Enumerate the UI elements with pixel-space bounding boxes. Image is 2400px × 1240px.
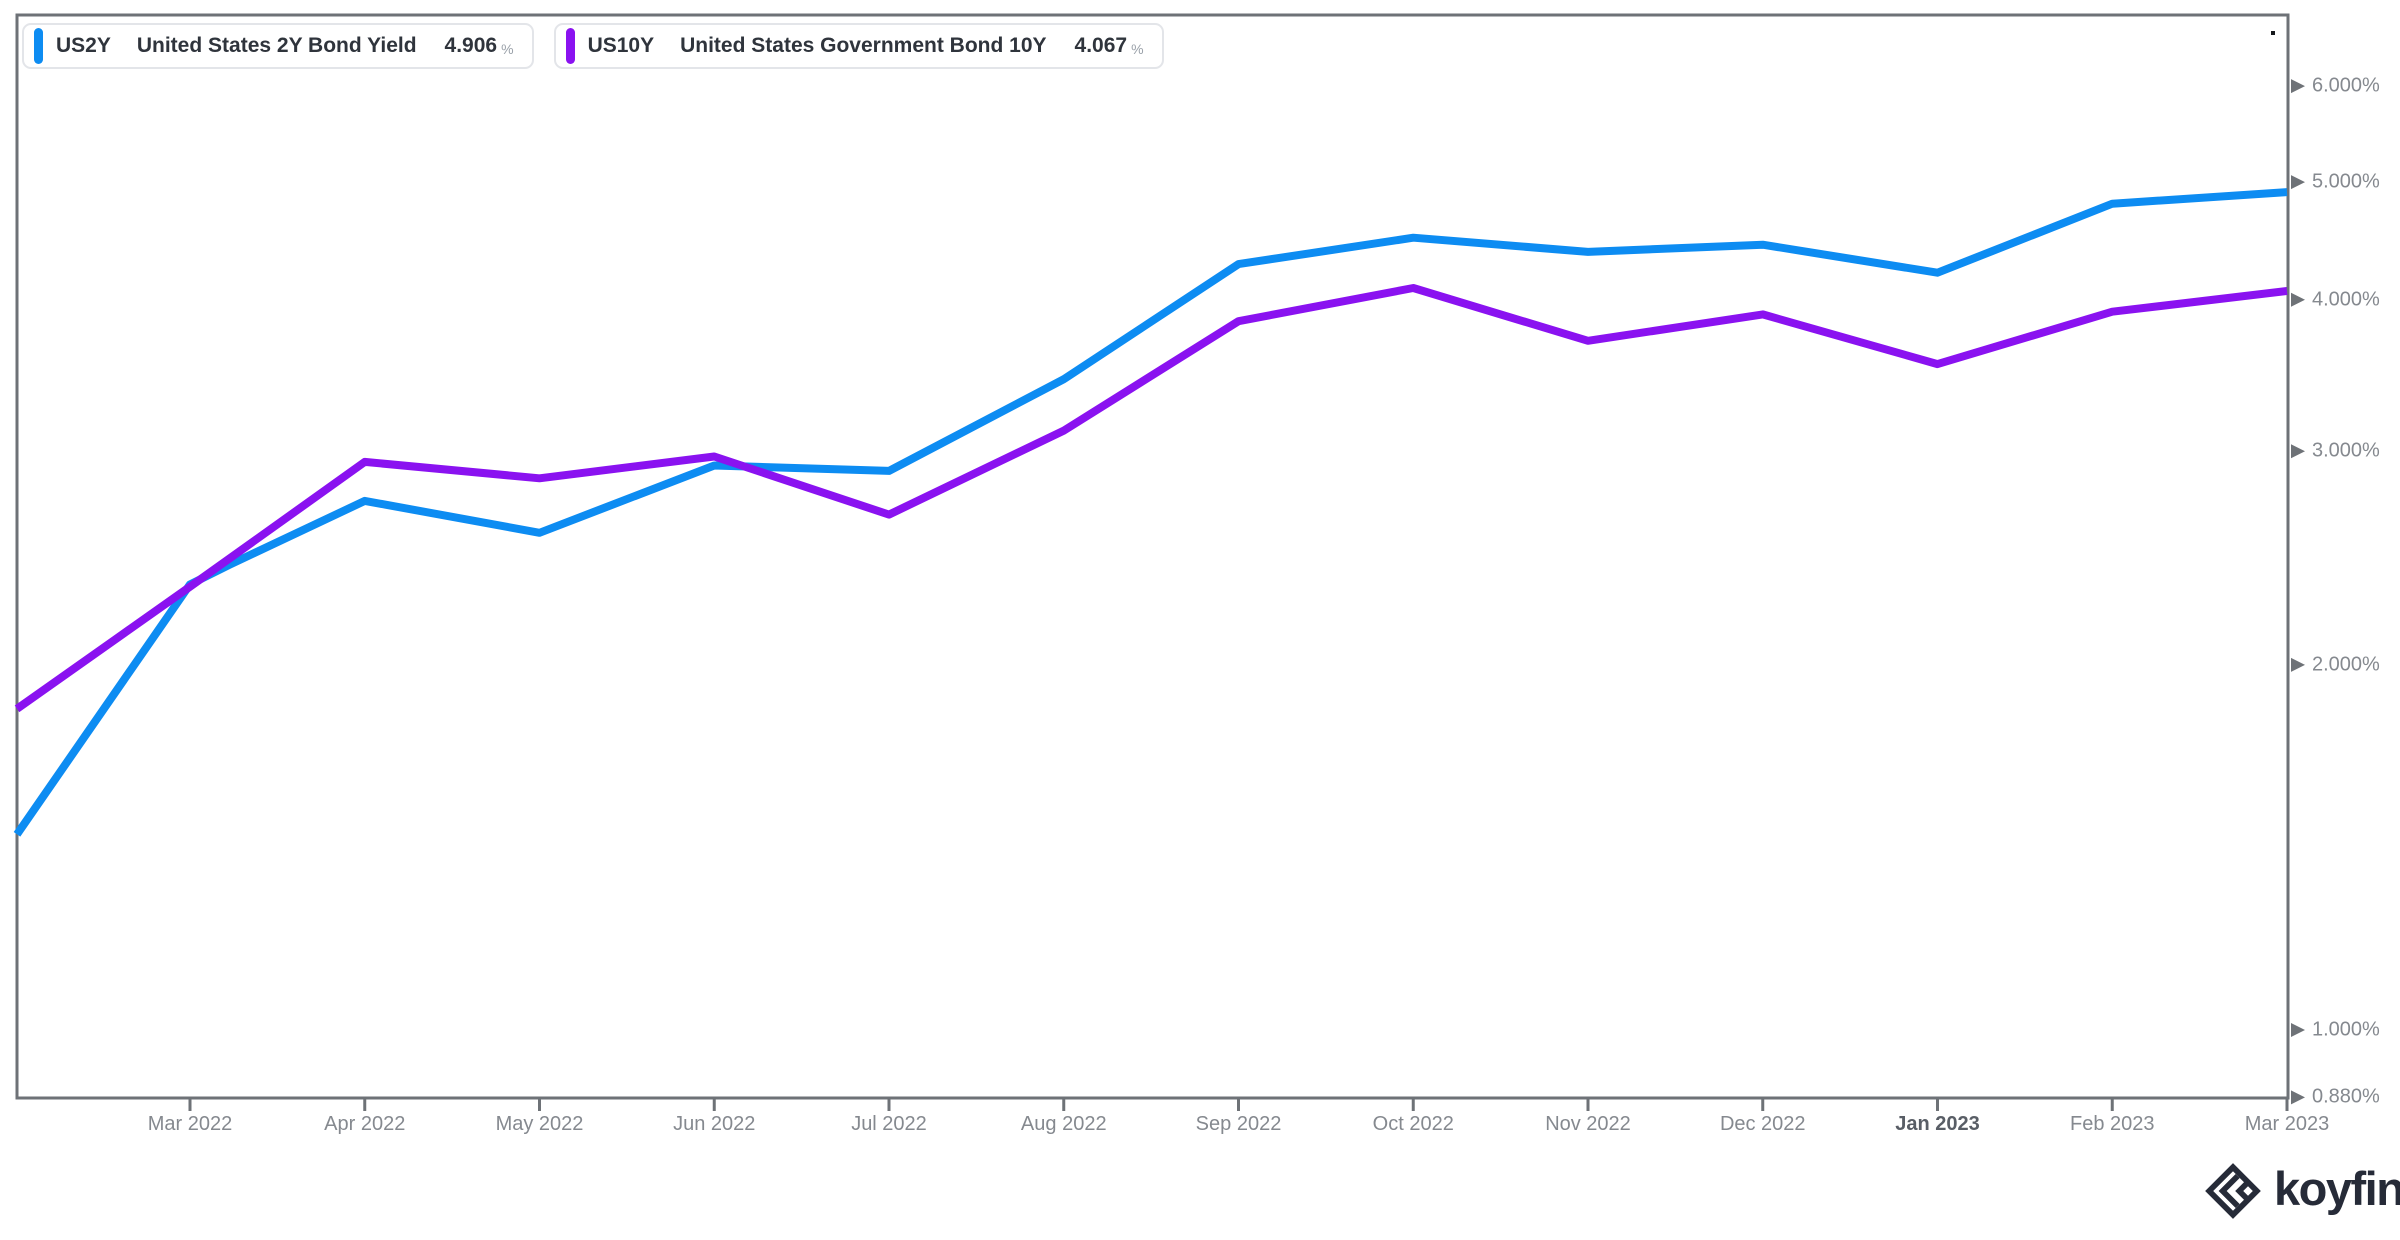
x-tick-label: Oct 2022: [1372, 1113, 1454, 1135]
y-tick-arrow-icon: [2291, 175, 2305, 190]
x-tick-label: May 2022: [495, 1113, 584, 1135]
x-tick-label: Nov 2022: [1545, 1113, 1631, 1135]
y-tick-arrow-icon: [2291, 1023, 2305, 1037]
legend-item-us10y[interactable]: US10Y United States Government Bond 10Y …: [553, 23, 1164, 69]
y-tick-label: 2.000%: [2312, 653, 2380, 676]
koyfin-logo: koyfin: [2204, 1162, 2400, 1220]
x-tick-label: Mar 2022: [147, 1113, 233, 1135]
y-tick-arrow-icon: [2291, 292, 2305, 307]
legend-ticker: US10Y: [587, 34, 655, 57]
series-line-us2y: [13, 188, 2288, 837]
x-tick-label: Jun 2022: [673, 1113, 756, 1135]
plot-frame: [15, 13, 2290, 1100]
x-tick-label: Aug 2022: [1020, 1113, 1107, 1135]
legend-last-value: 4.906: [444, 34, 498, 57]
legend-series-name: United States 2Y Bond Yield: [136, 34, 417, 57]
x-tick-label: Feb 2023: [2069, 1113, 2155, 1135]
y-tick-arrow-icon: [2291, 444, 2305, 459]
legend-ticker: US2Y: [56, 34, 111, 57]
x-tick-label: Sep 2022: [1195, 1113, 1282, 1135]
x-tick-label: Jan 2023: [1895, 1113, 1980, 1135]
x-tick-label: Jul 2022: [851, 1113, 927, 1135]
x-tick-label: Apr 2022: [324, 1113, 406, 1135]
koyfin-logo-icon: [2205, 1163, 2261, 1219]
dot-marker: [2271, 31, 2275, 35]
x-tick-label: Dec 2022: [1719, 1113, 1806, 1135]
y-tick-label: 1.000%: [2312, 1018, 2380, 1041]
x-tick-label: Mar 2023: [2244, 1113, 2330, 1135]
legend-unit: %: [501, 41, 514, 57]
legend-last-value: 4.067: [1074, 34, 1128, 57]
y-tick-label: 3.000%: [2312, 439, 2380, 462]
y-tick-label: 6.000%: [2312, 74, 2380, 97]
legend-item-us2y[interactable]: US2Y United States 2Y Bond Yield 4.906 %: [22, 23, 534, 69]
y-tick-arrow-icon: [2291, 657, 2305, 672]
legend: US2Y United States 2Y Bond Yield 4.906 %…: [22, 23, 1164, 69]
legend-series-name: United States Government Bond 10Y: [680, 34, 1047, 57]
series-color-bar-us2y: [34, 28, 43, 64]
y-tick-label: 5.000%: [2312, 170, 2380, 193]
series-color-bar-us10y: [565, 28, 575, 64]
legend-unit: %: [1131, 41, 1144, 57]
y-tick-arrow-icon: [2291, 79, 2305, 94]
series-line-us10y: [14, 284, 2288, 713]
y-tick-arrow-icon: [2291, 1090, 2305, 1105]
koyfin-logo-text: koyfin: [2274, 1161, 2400, 1215]
y-tick-label: 4.000%: [2312, 288, 2380, 311]
y-tick-label: 0.880%: [2312, 1085, 2380, 1108]
